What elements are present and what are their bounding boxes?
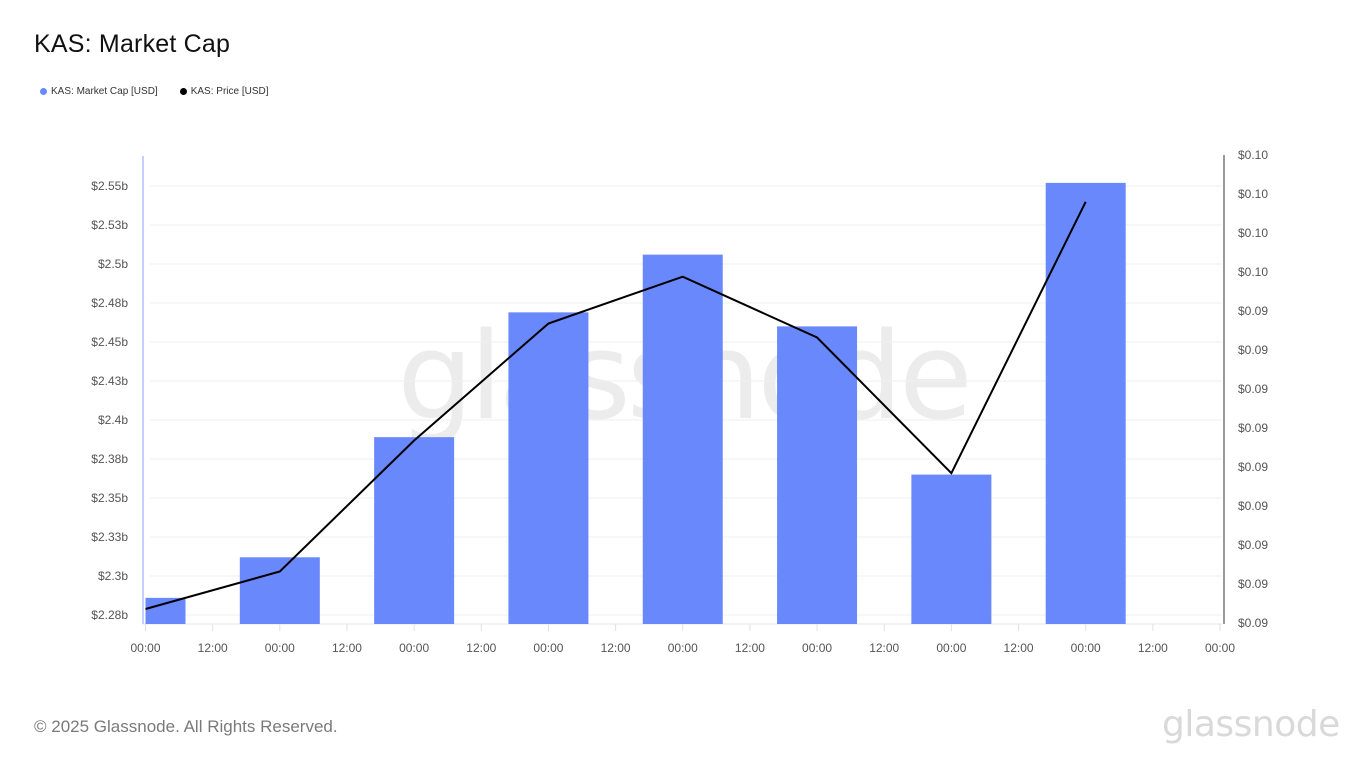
copyright: © 2025 Glassnode. All Rights Reserved. — [34, 717, 338, 736]
y-tick-label: $2.4b — [98, 413, 128, 427]
market-cap-bar[interactable] — [508, 312, 589, 624]
y2-tick-label: $0.09 — [1238, 304, 1268, 318]
market-cap-bar[interactable] — [239, 557, 320, 624]
y-tick-label: $2.3b — [98, 569, 128, 583]
y2-tick-label: $0.10 — [1238, 226, 1268, 240]
y-tick-label: $2.5b — [98, 257, 128, 271]
y-tick-label: $2.38b — [91, 452, 128, 466]
y-tick-label: $2.53b — [91, 218, 128, 232]
y2-tick-label: $0.09 — [1238, 577, 1268, 591]
chart-area[interactable]: glassnode $2.28b$2.3b$2.33b$2.35b$2.38b$… — [0, 0, 1366, 700]
x-tick-label: 00:00 — [130, 641, 160, 655]
market-cap-dot-icon — [40, 88, 47, 95]
y2-tick-label: $0.09 — [1238, 616, 1268, 630]
x-tick-label: 12:00 — [332, 641, 362, 655]
x-tick-label: 12:00 — [198, 641, 228, 655]
y2-tick-label: $0.10 — [1238, 187, 1268, 201]
y-tick-label: $2.35b — [91, 491, 128, 505]
y2-tick-label: $0.10 — [1238, 265, 1268, 279]
y-tick-label: $2.48b — [91, 296, 128, 310]
y2-tick-label: $0.09 — [1238, 499, 1268, 513]
x-axis-ticks: 00:00 12:00 00:00 12:00 00:00 12:00 00:00 12:00… — [130, 624, 1235, 655]
x-tick-label: 12:00 — [869, 641, 899, 655]
market-cap-bar[interactable] — [642, 254, 723, 624]
chart-title: KAS: Market Cap — [34, 30, 231, 58]
y2-tick-label: $0.09 — [1238, 538, 1268, 552]
x-tick-label: 00:00 — [265, 641, 295, 655]
legend-label: KAS: Price [USD] — [190, 86, 269, 97]
x-tick-label: 00:00 — [533, 641, 563, 655]
price-line — [145, 201, 1087, 610]
y2-tick-label: $0.09 — [1238, 382, 1268, 396]
left-axis-ticks: $2.28b $2.3b $2.33b $2.35b $2.38b $2.4b $2.43b… — [91, 179, 128, 622]
x-tick-label: 12:00 — [735, 641, 765, 655]
x-tick-label: 12:00 — [466, 641, 496, 655]
x-tick-label: 00:00 — [1071, 641, 1101, 655]
legend-item-market-cap[interactable]: KAS: Market Cap [USD] — [40, 86, 158, 97]
right-axis-ticks: $0.09 $0.09 $0.09 $0.09 $0.09 $0.09 $0.09 $0.09… — [1238, 148, 1268, 630]
x-tick-label: 00:00 — [668, 641, 698, 655]
market-cap-bar[interactable] — [374, 437, 455, 624]
y2-tick-label: $0.10 — [1238, 148, 1268, 162]
legend-label: KAS: Market Cap [USD] — [51, 86, 158, 97]
brand-logo[interactable]: glassnode — [1162, 704, 1340, 745]
market-cap-bar[interactable] — [145, 597, 186, 624]
x-tick-label: 00:00 — [399, 641, 429, 655]
price-dot-icon — [179, 88, 187, 95]
market-cap-bar[interactable] — [777, 326, 858, 624]
x-tick-label: 12:00 — [1004, 641, 1034, 655]
y2-tick-label: $0.09 — [1238, 343, 1268, 357]
legend: KAS: Market Cap [USD] KAS: Price [USD] — [40, 86, 269, 97]
x-tick-label: 00:00 — [936, 641, 966, 655]
x-tick-label: 00:00 — [802, 641, 832, 655]
x-tick-label: 00:00 — [1205, 641, 1235, 655]
y-tick-label: $2.33b — [91, 530, 128, 544]
x-tick-label: 12:00 — [1138, 641, 1168, 655]
bar-series — [145, 182, 1126, 624]
x-tick-label: 12:00 — [601, 641, 631, 655]
y-tick-label: $2.45b — [91, 335, 128, 349]
y-tick-label: $2.55b — [91, 179, 128, 193]
y2-tick-label: $0.09 — [1238, 460, 1268, 474]
y2-tick-label: $0.09 — [1238, 421, 1268, 435]
y-tick-label: $2.28b — [91, 608, 128, 622]
market-cap-bar[interactable] — [1045, 182, 1126, 624]
legend-item-price[interactable]: KAS: Price [USD] — [179, 86, 269, 97]
market-cap-bar[interactable] — [911, 474, 992, 624]
y-tick-label: $2.43b — [91, 374, 128, 388]
